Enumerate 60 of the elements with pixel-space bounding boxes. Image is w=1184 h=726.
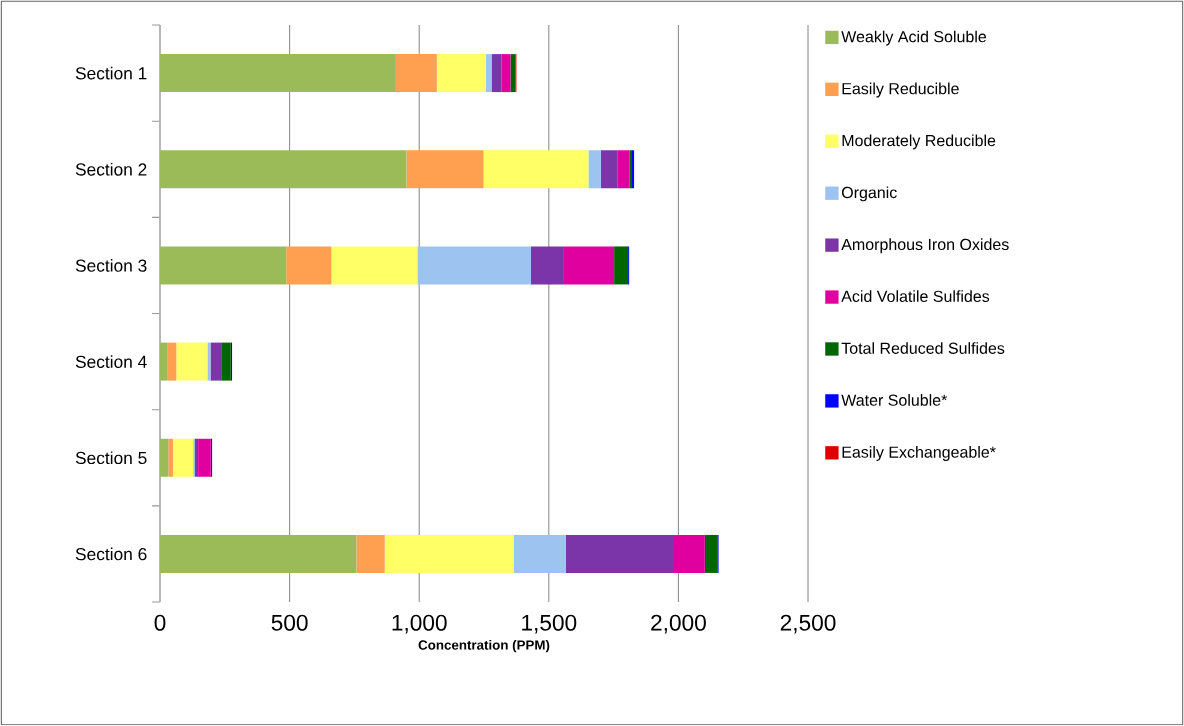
bar — [513, 534, 566, 573]
y-tick-label: Section 6 — [75, 547, 147, 561]
bar — [588, 150, 601, 189]
bar — [160, 534, 357, 573]
x-tick-label: 2,500 — [780, 614, 836, 634]
bar — [483, 150, 589, 189]
bar — [563, 246, 615, 285]
bar — [395, 54, 437, 93]
bar — [160, 54, 396, 93]
y-tick-label: Section 5 — [75, 451, 147, 465]
bar — [600, 150, 618, 189]
bar — [674, 534, 705, 573]
legend-label: Amorphous Iron Oxides — [841, 238, 1009, 254]
y-tick-label: Section 1 — [75, 66, 147, 80]
bar — [160, 150, 407, 189]
y-tick-label: Section 2 — [75, 162, 147, 176]
legend-label: Total Reduced Sulfides — [841, 342, 1005, 354]
bar — [160, 246, 287, 285]
legend-label: Weakly Acid Soluble — [841, 30, 987, 46]
bar — [406, 150, 484, 189]
bar — [286, 246, 332, 285]
bar — [704, 534, 718, 573]
bar — [530, 246, 564, 285]
legend-label: Water Soluble* — [841, 394, 948, 406]
legend-label: Easily Exchangeable* — [842, 446, 996, 461]
bar — [207, 342, 211, 381]
bar — [160, 342, 168, 381]
bar — [417, 246, 531, 285]
bar — [176, 342, 208, 381]
bar — [501, 54, 511, 93]
x-tick-label: 500 — [271, 614, 308, 631]
x-tick-label: 2,000 — [651, 614, 706, 634]
bar — [168, 438, 173, 477]
bar — [172, 438, 194, 477]
bar — [617, 150, 630, 189]
bar — [331, 246, 418, 285]
bar — [167, 342, 177, 381]
legend-label: Acid Volatile Sulfides — [841, 290, 990, 302]
bar — [195, 438, 199, 477]
legend-label: Organic — [841, 186, 897, 202]
bar — [485, 54, 492, 93]
bar — [160, 438, 169, 477]
bar — [198, 438, 211, 477]
bar — [614, 246, 629, 285]
bar — [384, 534, 514, 573]
legend-label: Easily Reducible — [842, 82, 959, 98]
x-tick-label: 1,000 — [392, 614, 447, 634]
bar — [436, 54, 486, 93]
x-tick-label: 1,500 — [522, 614, 577, 634]
y-tick-label: Section 4 — [75, 355, 147, 368]
bar — [565, 534, 674, 573]
bar — [210, 342, 222, 381]
bar — [221, 342, 231, 381]
x-tick-label: 0 — [154, 614, 166, 631]
x-axis-title: Concentration (PPM) — [418, 639, 550, 653]
bar — [356, 534, 385, 573]
bar — [510, 54, 516, 93]
legend-label: Moderately Reducible — [842, 134, 996, 150]
bar — [491, 54, 502, 93]
y-tick-label: Section 3 — [75, 259, 147, 272]
